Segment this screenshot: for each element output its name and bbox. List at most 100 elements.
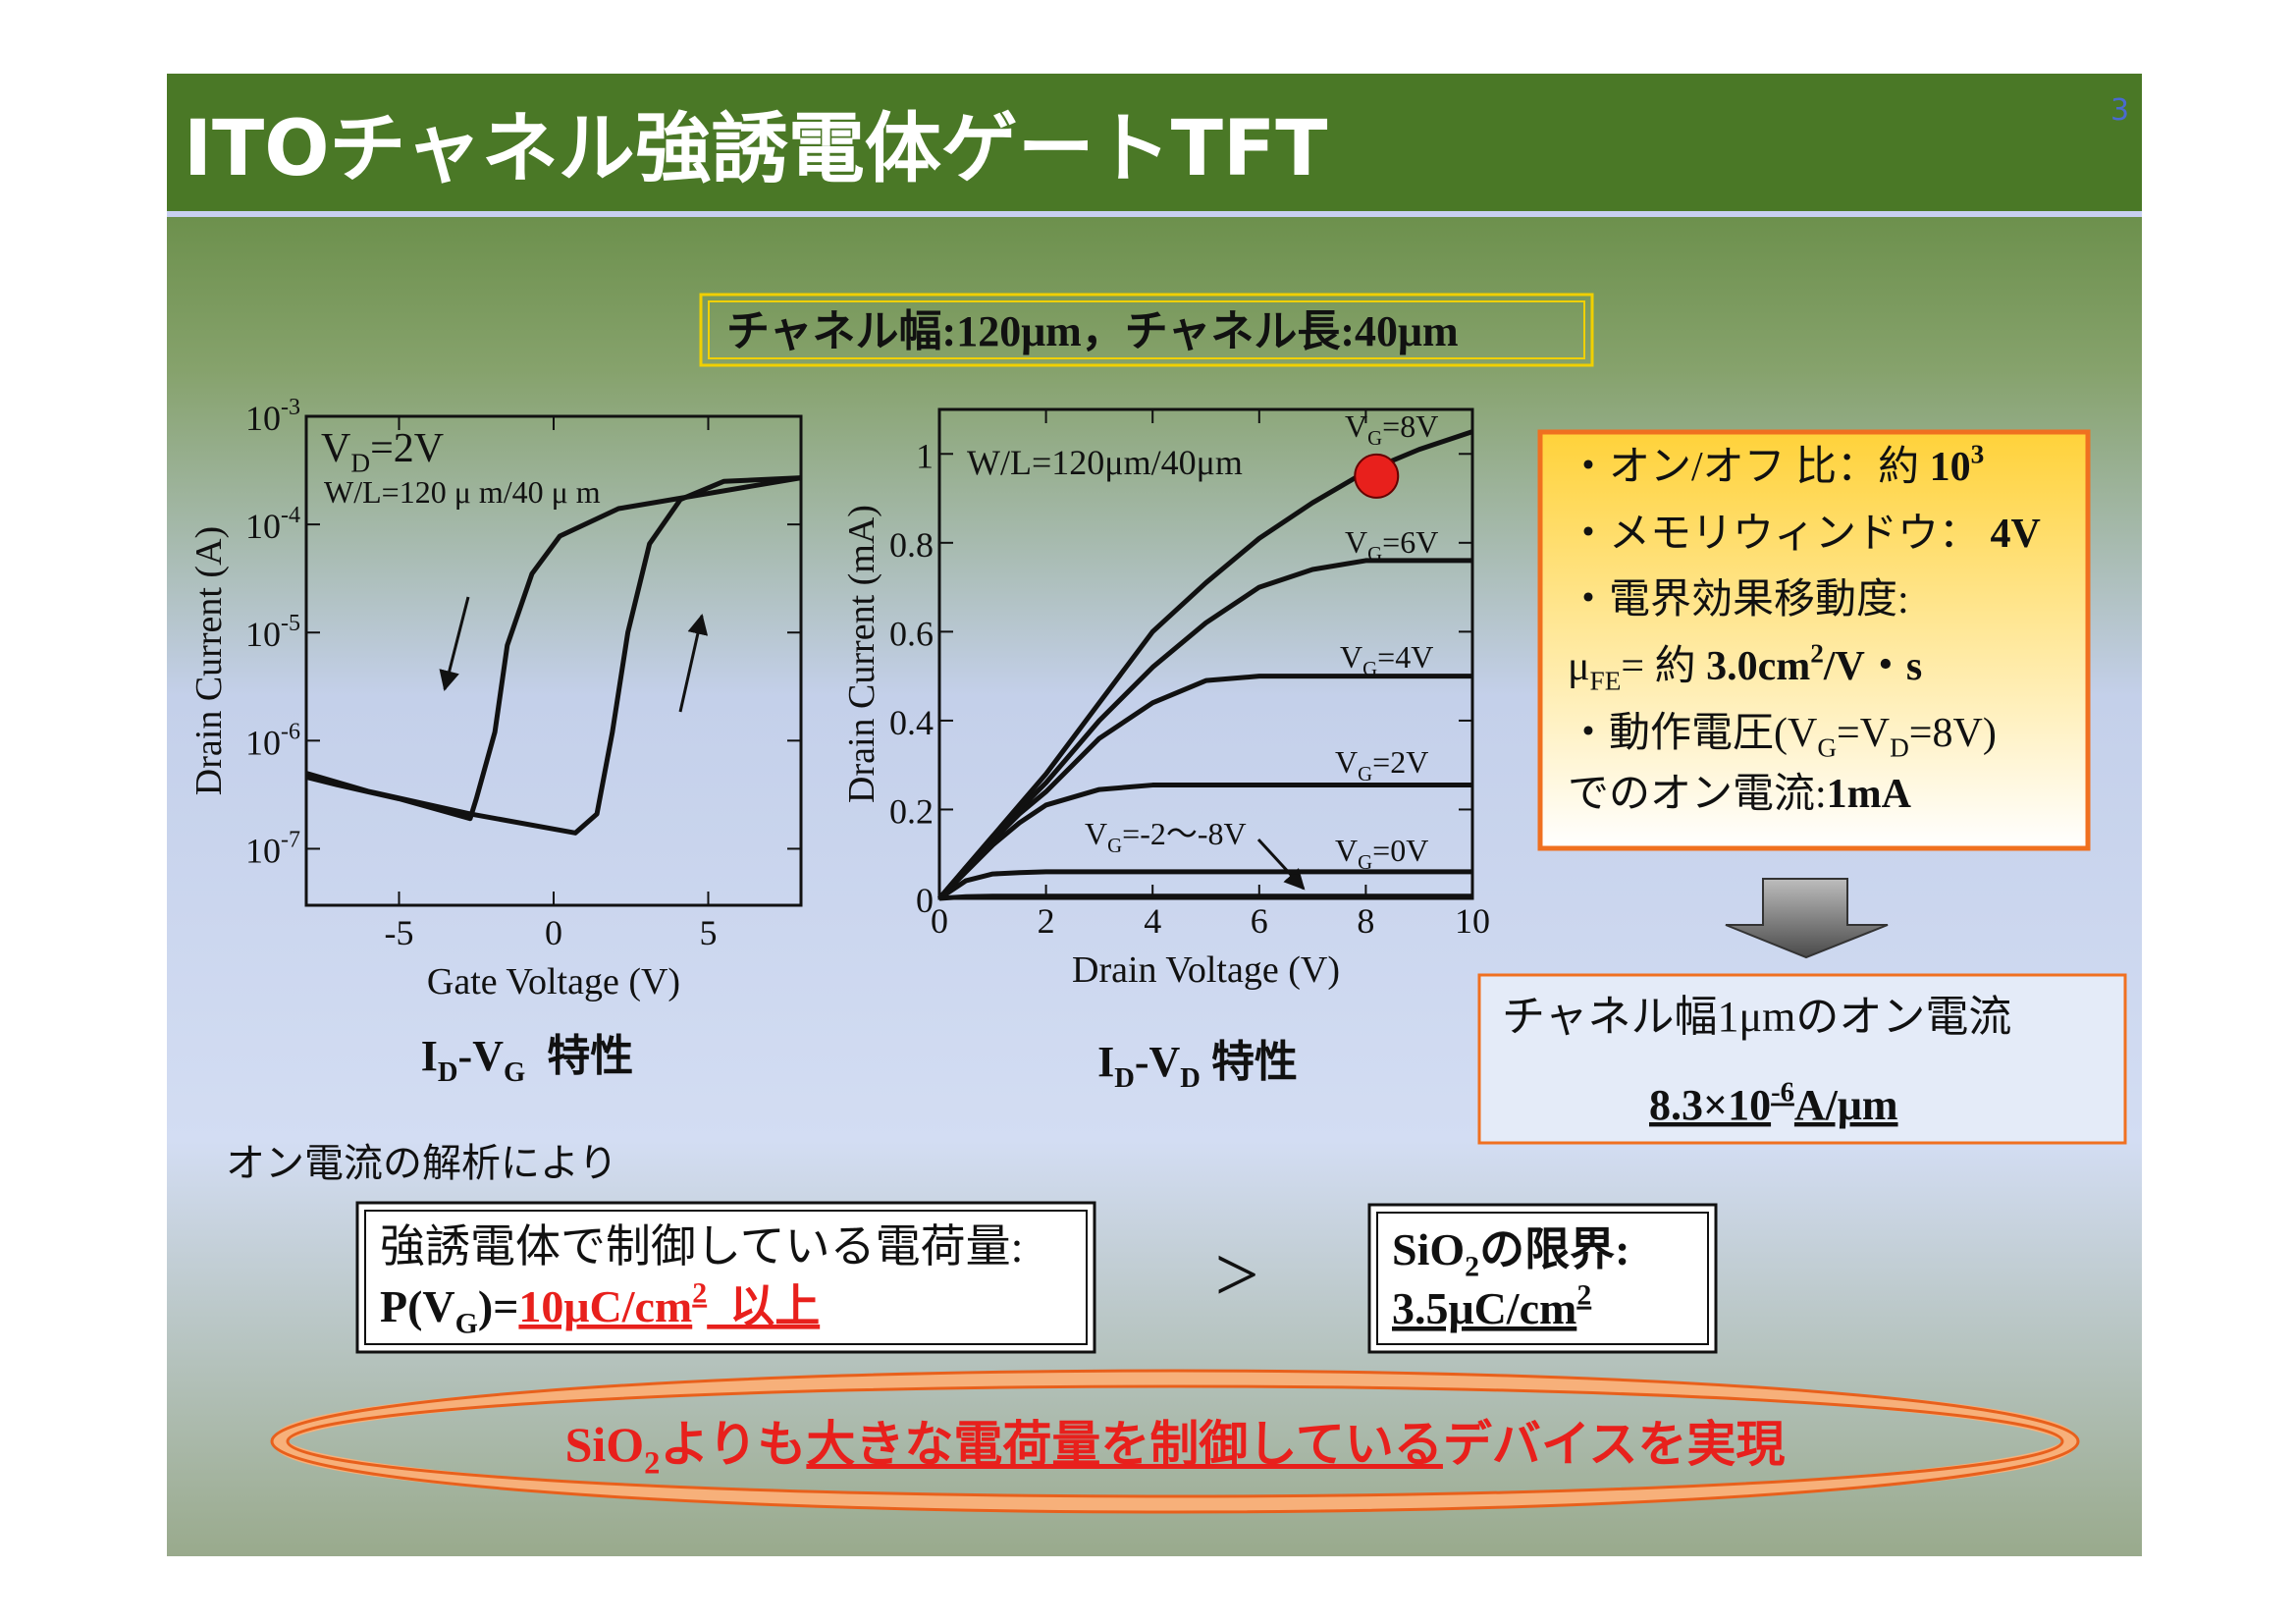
chart-caption-part: -V — [1135, 1038, 1181, 1086]
series-label-part: =0V — [1372, 833, 1428, 868]
summary-line-part: 1mA — [1827, 772, 1912, 817]
x-tick-label: 10 — [1455, 901, 1490, 941]
y-axis-label: Drain Current (mA) — [841, 505, 882, 803]
chart-caption-part: 特性 — [1201, 1038, 1298, 1086]
current-line: チャネル幅1μmのオン電流 — [1502, 993, 2011, 1041]
series-label-part: G — [1362, 658, 1377, 680]
data-line — [937, 783, 1472, 900]
conclusion-ring-inner — [286, 1384, 2064, 1498]
conclusion-text-part: SiO — [565, 1417, 645, 1472]
x-tick-label: 8 — [1357, 901, 1374, 941]
series-label: VG=0V — [1335, 833, 1428, 874]
sio2-box-inner — [1376, 1212, 1709, 1345]
summary-line-part: ・メモリウィンドウ： — [1568, 512, 1991, 557]
y-tick-label-base: 10 — [245, 507, 281, 546]
series-label-part: V — [1340, 639, 1362, 675]
chart-caption: ID-VD 特性 — [1097, 1038, 1298, 1094]
down-arrow — [1725, 878, 1889, 959]
y-tick-label-exp: -4 — [281, 503, 300, 528]
summary-line-part: /V・s — [1823, 644, 1922, 689]
y-tick-label-exp: -7 — [281, 827, 300, 852]
x-axis-label: Drain Voltage (V) — [1072, 949, 1340, 991]
title-rule — [167, 211, 2142, 217]
current-box — [1477, 973, 2127, 1145]
series-label-part: V — [1085, 816, 1107, 851]
data-line — [937, 869, 1472, 901]
conclusion-text-part: よりも — [660, 1417, 806, 1472]
y-tick-label-base: 0.4 — [889, 703, 934, 742]
series-label: VG=2V — [1335, 744, 1428, 785]
y-tick-label: 10-6 — [245, 719, 300, 762]
x-tick-label: -5 — [385, 913, 414, 952]
sweep-arrow-up — [678, 613, 709, 713]
x-tick-label: 5 — [700, 913, 718, 952]
sio2-line: 3.5μC/cm2 — [1392, 1279, 1591, 1333]
summary-line-part: = 約 — [1621, 644, 1706, 689]
summary-line: ・メモリウィンドウ： 4V — [1568, 512, 2041, 557]
chart-annotation: VD=2V — [321, 426, 444, 478]
summary-line-part: でのオン電流: — [1568, 772, 1827, 817]
chart-caption-part: D — [438, 1057, 458, 1088]
chart-annotation-part: =2V — [370, 426, 444, 471]
series-label: VG=6V — [1345, 524, 1438, 566]
chart-caption-part: -V — [458, 1032, 505, 1080]
data-line — [937, 558, 1472, 900]
title-bar — [167, 74, 2142, 211]
summary-line-part: D — [1890, 733, 1909, 763]
y-tick-label: 0.6 — [889, 614, 934, 653]
conclusion-text: SiO2よりも大きな電荷量を制御しているデバイスを実現 — [565, 1417, 1786, 1482]
chart-caption-part: 特性 — [525, 1032, 633, 1080]
y-tick-label-exp: -5 — [281, 611, 300, 636]
y-tick-label-base: 0 — [916, 881, 934, 920]
data-line — [937, 674, 1472, 900]
ferro-box-inner — [364, 1210, 1088, 1345]
chart-caption-part: D — [1114, 1063, 1135, 1094]
comparison-sign: > — [1214, 1232, 1258, 1319]
summary-line-part: 3 — [1971, 439, 1985, 468]
y-tick-label-base: 0.6 — [889, 614, 934, 653]
ferro-line: P(VG)=10μC/cm2 以上 — [380, 1277, 820, 1340]
ferro-line-part: )= — [478, 1281, 519, 1331]
x-tick-label: 0 — [931, 901, 948, 941]
chart-annotation-part: V — [321, 426, 350, 471]
current-line-part: -6 — [1771, 1078, 1794, 1109]
chart-annotation-part: W/L=120 μ m/40 μ m — [324, 474, 601, 510]
y-axis-label: Drain Current (A) — [188, 526, 230, 795]
summary-line-part: =8V) — [1909, 711, 1997, 756]
series-label-part: G — [1367, 543, 1382, 566]
sio2-line-part: 3.5μC/cm — [1392, 1283, 1576, 1333]
series-label-part: V — [1335, 744, 1358, 780]
chart-annotation-part: W/L=120μm/40μm — [967, 443, 1243, 482]
y-tick-label: 0.2 — [889, 791, 934, 831]
conclusion-ring-outer — [270, 1369, 2080, 1514]
summary-line-part: =V — [1837, 711, 1890, 756]
summary-line: でのオン電流:1mA — [1568, 772, 1912, 817]
y-tick-label-base: 10 — [245, 723, 281, 762]
conclusion-text-part: 大きな電荷量を制御している — [806, 1417, 1443, 1472]
summary-line: ・動作電圧(VG=VD=8V) — [1568, 711, 1997, 763]
summary-line-part: 2 — [1810, 638, 1824, 668]
summary-box — [1537, 429, 2091, 851]
series-label-part: G — [1367, 427, 1382, 450]
y-tick-label-base: 1 — [916, 436, 934, 475]
chart-annotation-part: D — [350, 449, 370, 478]
series-label-part: G — [1358, 851, 1372, 874]
x-tick-label: 4 — [1144, 901, 1161, 941]
slide-title: ITOチャネル強誘電体ゲートTFT — [184, 105, 1327, 193]
summary-line-part: 10 — [1930, 445, 1971, 490]
x-axis-label: Gate Voltage (V) — [427, 961, 680, 1002]
current-line-part: チャネル幅1μmのオン電流 — [1502, 993, 2011, 1041]
summary-line-part: μ — [1568, 644, 1590, 689]
x-tick-label: 6 — [1251, 901, 1268, 941]
series-label-part: =4V — [1377, 639, 1433, 675]
ferro-line: 強誘電体で制御している電荷量: — [380, 1221, 1023, 1272]
ferro-box-outer — [355, 1201, 1096, 1354]
ferro-line-part: 強誘電体で制御している電荷量: — [380, 1221, 1023, 1272]
conclusion-ring — [273, 1372, 2077, 1511]
current-line-part: 8.3×10 — [1649, 1081, 1771, 1129]
sio2-line-part: の限界: — [1479, 1224, 1629, 1274]
y-tick-label: 0 — [916, 881, 934, 920]
series-label: VG=4V — [1340, 639, 1433, 680]
sio2-line-part: 2 — [1465, 1251, 1479, 1283]
